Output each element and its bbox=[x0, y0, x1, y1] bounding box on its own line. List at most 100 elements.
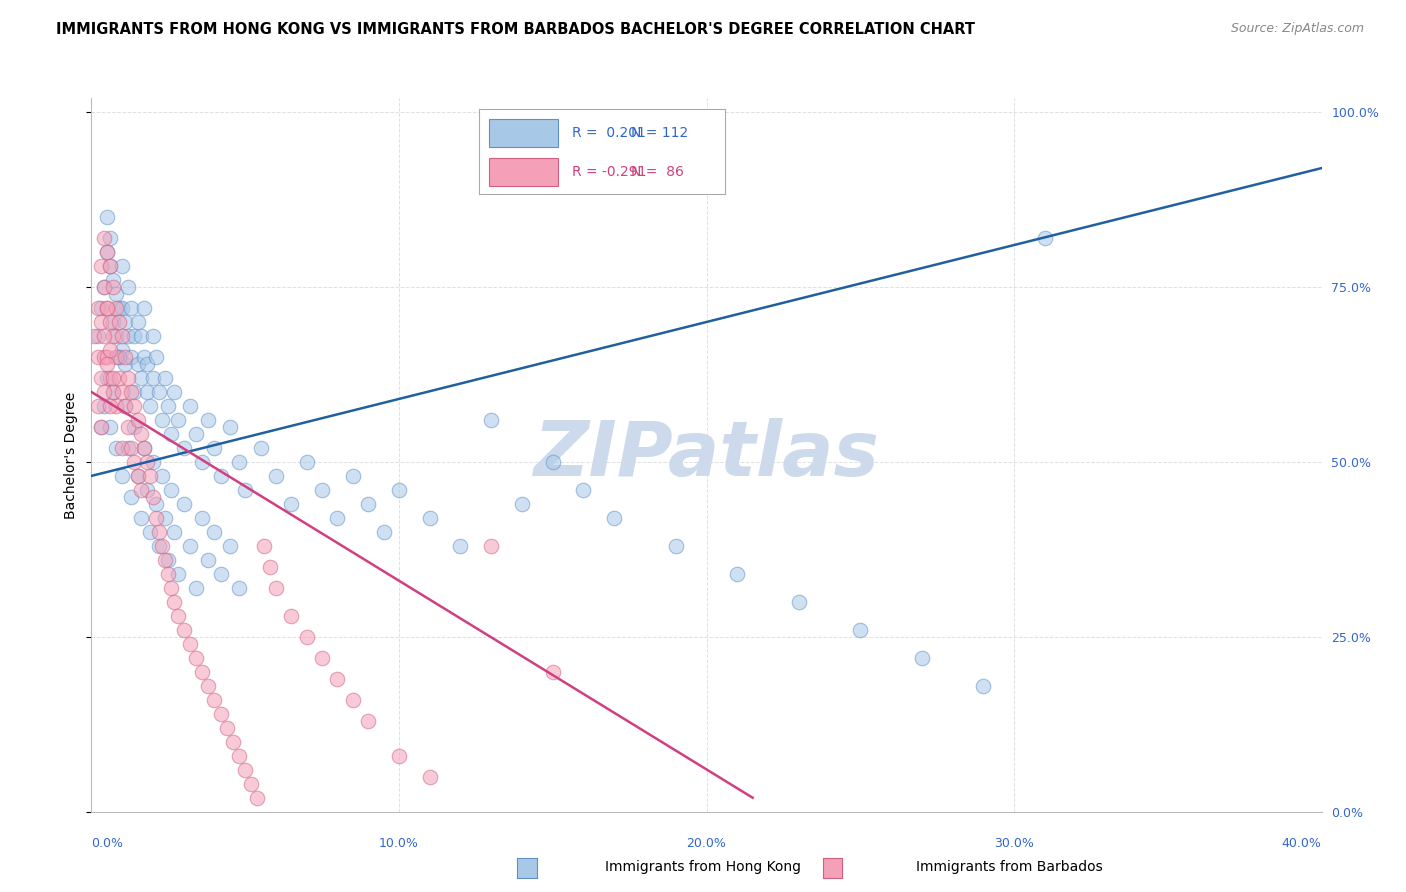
Point bbox=[111, 301, 134, 315]
Point bbox=[114, 357, 136, 371]
Point bbox=[541, 665, 564, 679]
Point bbox=[148, 384, 170, 399]
Point bbox=[98, 343, 121, 357]
Point bbox=[93, 280, 115, 294]
Text: Source: ZipAtlas.com: Source: ZipAtlas.com bbox=[1230, 22, 1364, 36]
Point bbox=[295, 630, 318, 644]
Point bbox=[120, 490, 142, 504]
Point bbox=[184, 581, 207, 595]
Point bbox=[101, 329, 124, 343]
Point bbox=[93, 231, 115, 245]
Point bbox=[179, 539, 201, 553]
Point bbox=[90, 420, 112, 434]
Point bbox=[246, 790, 269, 805]
Point bbox=[166, 608, 188, 623]
Point bbox=[127, 413, 149, 427]
Point bbox=[101, 315, 124, 329]
Point bbox=[145, 511, 167, 525]
Point bbox=[120, 384, 142, 399]
Text: 40.0%: 40.0% bbox=[1282, 837, 1322, 850]
Point bbox=[911, 650, 934, 665]
Point bbox=[129, 511, 152, 525]
Point bbox=[153, 371, 177, 385]
Point bbox=[157, 399, 180, 413]
Point bbox=[139, 399, 162, 413]
Point bbox=[139, 469, 162, 483]
Point bbox=[132, 441, 155, 455]
Point bbox=[280, 608, 302, 623]
Point bbox=[787, 595, 810, 609]
Point bbox=[139, 524, 162, 539]
Point bbox=[145, 350, 167, 364]
Point bbox=[222, 735, 245, 749]
Point bbox=[233, 483, 256, 497]
Point bbox=[264, 581, 287, 595]
Point bbox=[96, 371, 118, 385]
Text: 10.0%: 10.0% bbox=[380, 837, 419, 850]
Point bbox=[197, 553, 219, 567]
Point bbox=[191, 511, 214, 525]
Point bbox=[215, 721, 238, 735]
Point bbox=[173, 497, 195, 511]
Point bbox=[259, 559, 281, 574]
Point bbox=[142, 490, 165, 504]
Point bbox=[228, 748, 250, 763]
Point bbox=[101, 384, 124, 399]
Point bbox=[111, 441, 134, 455]
Point bbox=[105, 441, 127, 455]
Point bbox=[479, 413, 502, 427]
Point bbox=[111, 343, 134, 357]
Point bbox=[96, 301, 118, 315]
Point bbox=[127, 469, 149, 483]
Point bbox=[117, 420, 139, 434]
Point bbox=[311, 650, 333, 665]
Point bbox=[129, 426, 152, 441]
Point bbox=[98, 399, 121, 413]
Point bbox=[311, 483, 333, 497]
Point bbox=[184, 426, 207, 441]
Y-axis label: Bachelor's Degree: Bachelor's Degree bbox=[65, 392, 79, 518]
Point bbox=[157, 566, 180, 581]
Point bbox=[101, 273, 124, 287]
Point bbox=[135, 384, 157, 399]
Point bbox=[86, 301, 108, 315]
Point bbox=[98, 259, 121, 273]
Point bbox=[249, 441, 271, 455]
Point bbox=[150, 413, 173, 427]
Point bbox=[665, 539, 688, 553]
Point bbox=[202, 524, 225, 539]
Point bbox=[96, 350, 118, 364]
Point bbox=[108, 301, 131, 315]
Point bbox=[93, 329, 115, 343]
Point bbox=[419, 770, 441, 784]
Point bbox=[479, 539, 502, 553]
Point bbox=[117, 329, 139, 343]
Point bbox=[253, 539, 276, 553]
Point bbox=[111, 259, 134, 273]
Point bbox=[264, 469, 287, 483]
Point bbox=[86, 399, 108, 413]
Point bbox=[150, 469, 173, 483]
Point bbox=[326, 511, 349, 525]
Point bbox=[163, 384, 186, 399]
Point bbox=[86, 350, 108, 364]
Point bbox=[510, 497, 533, 511]
Point bbox=[197, 413, 219, 427]
Point bbox=[209, 706, 232, 721]
Text: Immigrants from Hong Kong: Immigrants from Hong Kong bbox=[605, 860, 801, 874]
Point bbox=[163, 524, 186, 539]
Point bbox=[108, 315, 131, 329]
Point bbox=[209, 566, 232, 581]
Point bbox=[105, 350, 127, 364]
Text: ZIPatlas: ZIPatlas bbox=[533, 418, 880, 491]
Point bbox=[93, 350, 115, 364]
Point bbox=[101, 371, 124, 385]
Point bbox=[166, 413, 188, 427]
Point bbox=[160, 581, 183, 595]
Point bbox=[98, 371, 121, 385]
Point bbox=[166, 566, 188, 581]
Text: 0.0%: 0.0% bbox=[91, 837, 124, 850]
Point bbox=[280, 497, 302, 511]
Point bbox=[160, 483, 183, 497]
Point bbox=[388, 483, 411, 497]
